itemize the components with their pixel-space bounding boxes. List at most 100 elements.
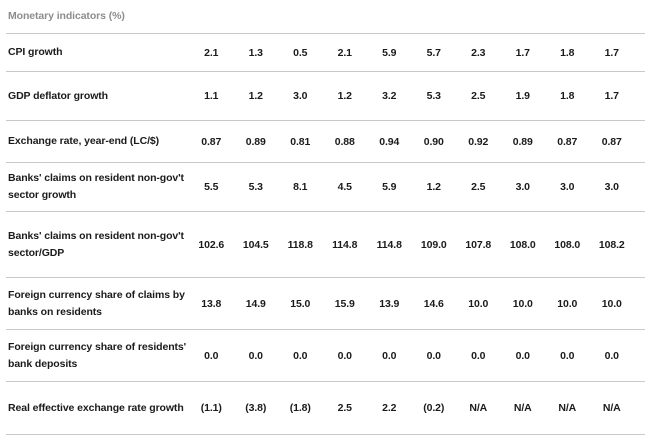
cell-value: 5.9 bbox=[382, 181, 397, 193]
row-values: 5.5 5.3 8.1 4.5 5.9 1.2 2.5 3.0 3.0 3.0 bbox=[189, 181, 634, 193]
table-row: Foreign currency share of residents' bank… bbox=[6, 330, 645, 382]
row-label-line: banks on residents bbox=[8, 305, 102, 318]
cell-value: 2.5 bbox=[337, 402, 352, 414]
cell-value: 0.0 bbox=[337, 349, 352, 362]
table-row: Banks' claims on resident non-gov't secto… bbox=[6, 163, 645, 212]
cell-value: 1.8 bbox=[560, 90, 575, 102]
cell-value: 15.9 bbox=[334, 297, 355, 310]
cell-value: 1.7 bbox=[604, 46, 619, 59]
cell-value: 1.2 bbox=[426, 181, 441, 193]
cell-value: 15.0 bbox=[290, 297, 311, 310]
row-values: (1.1) (3.8) (1.8) 2.5 2.2 (0.2) N/A N/A N/A N/A bbox=[189, 402, 634, 414]
cell-value: 108.0 bbox=[509, 238, 536, 251]
row-label: Banks' claims on resident non-gov't secto… bbox=[6, 228, 189, 262]
cell-value: N/A bbox=[602, 402, 621, 414]
cell-value: 114.8 bbox=[376, 238, 402, 251]
row-label-line: sector growth bbox=[8, 189, 77, 201]
cell-value: 118.8 bbox=[287, 238, 313, 251]
cell-value: 0.88 bbox=[334, 135, 355, 148]
cell-value: N/A bbox=[558, 402, 577, 414]
cell-value: 0.0 bbox=[471, 349, 486, 362]
cell-value: 1.7 bbox=[604, 90, 619, 102]
cell-value: 0.0 bbox=[382, 349, 397, 362]
cell-value: 5.9 bbox=[382, 46, 397, 59]
row-label: Foreign currency share of residents' bank… bbox=[6, 339, 189, 373]
cell-value: 0.92 bbox=[468, 135, 489, 148]
row-label-line: Real effective exchange rate growth bbox=[8, 401, 184, 414]
row-label-line: CPI growth bbox=[8, 46, 63, 58]
cell-value: 5.3 bbox=[248, 181, 263, 193]
row-label: Banks' claims on resident non-gov't secto… bbox=[6, 170, 189, 204]
row-label-line: GDP deflator growth bbox=[8, 89, 108, 102]
cell-value: 10.0 bbox=[512, 297, 533, 310]
cell-value: 8.1 bbox=[293, 181, 308, 193]
cell-value: 0.87 bbox=[557, 135, 578, 148]
cell-value: 0.87 bbox=[601, 135, 622, 148]
cell-value: 3.0 bbox=[293, 90, 308, 102]
row-label-line: Foreign currency share of claims by bbox=[8, 288, 185, 301]
row-label: CPI growth bbox=[6, 44, 189, 61]
cell-value: 0.81 bbox=[290, 135, 311, 148]
cell-value: 108.0 bbox=[554, 238, 581, 251]
cell-value: 102.6 bbox=[198, 238, 225, 251]
cell-value: 1.2 bbox=[248, 90, 263, 102]
row-values: 102.6 104.5 118.8 114.8 114.8 109.0 107.8 108.0… bbox=[189, 239, 634, 251]
cell-value: N/A bbox=[469, 402, 488, 414]
cell-value: 2.5 bbox=[471, 90, 486, 102]
table-header: Monetary indicators (%) bbox=[6, 0, 645, 34]
cell-value: 0.5 bbox=[293, 46, 308, 59]
row-values: 1.1 1.2 3.0 1.2 3.2 5.3 2.5 1.9 1.8 1.7 bbox=[189, 90, 634, 102]
cell-value: 10.0 bbox=[557, 297, 578, 310]
cell-value: 2.2 bbox=[382, 402, 397, 414]
monetary-indicators-table: Monetary indicators (%) CPI growth 2.1 1.… bbox=[6, 0, 645, 435]
row-values: 13.8 14.9 15.0 15.9 13.9 14.6 10.0 10.0 10.0 10.0 bbox=[189, 298, 634, 310]
cell-value: (1.1) bbox=[200, 402, 222, 414]
row-label: Real effective exchange rate growth bbox=[6, 400, 189, 417]
cell-value: (1.8) bbox=[289, 402, 311, 414]
cell-value: 1.9 bbox=[515, 90, 530, 102]
row-label: Exchange rate, year-end (LC/$) bbox=[6, 133, 189, 150]
cell-value: 109.0 bbox=[420, 238, 447, 251]
cell-value: 3.0 bbox=[560, 181, 575, 193]
row-label-line: sector/GDP bbox=[8, 246, 65, 259]
cell-value: 0.0 bbox=[604, 349, 619, 362]
cell-value: (3.8) bbox=[245, 402, 267, 414]
cell-value: 0.0 bbox=[426, 349, 441, 362]
cell-value: 5.3 bbox=[426, 90, 441, 102]
cell-value: 114.8 bbox=[332, 238, 358, 251]
cell-value: 13.8 bbox=[201, 297, 222, 310]
cell-value: 3.2 bbox=[382, 90, 397, 102]
cell-value: (0.2) bbox=[423, 402, 445, 414]
cell-value: 13.9 bbox=[379, 297, 400, 310]
cell-value: 0.94 bbox=[379, 135, 400, 148]
cell-value: 14.9 bbox=[245, 297, 266, 310]
cell-value: 2.5 bbox=[471, 181, 486, 193]
row-label-line: Exchange rate, year-end (LC/$) bbox=[8, 135, 160, 147]
cell-value: 1.7 bbox=[515, 46, 530, 59]
cell-value: 14.6 bbox=[423, 297, 444, 310]
cell-value: 3.0 bbox=[515, 181, 530, 193]
table-row: Foreign currency share of claims by banks… bbox=[6, 278, 645, 330]
row-values: 0.0 0.0 0.0 0.0 0.0 0.0 0.0 0.0 0.0 0.0 bbox=[189, 350, 634, 362]
table-row: CPI growth 2.1 1.3 0.5 2.1 5.9 5.7 2.3 1.7 1.8 1.… bbox=[6, 34, 645, 72]
cell-value: 0.89 bbox=[512, 135, 533, 148]
cell-value: 2.1 bbox=[204, 46, 219, 59]
cell-value: 1.8 bbox=[560, 46, 575, 59]
cell-value: 0.0 bbox=[204, 349, 219, 362]
table-row: Exchange rate, year-end (LC/$) 0.87 0.89 0… bbox=[6, 121, 645, 163]
cell-value: 104.5 bbox=[242, 238, 269, 251]
row-values: 2.1 1.3 0.5 2.1 5.9 5.7 2.3 1.7 1.8 1.7 bbox=[189, 47, 634, 59]
cell-value: 2.1 bbox=[337, 46, 352, 59]
cell-value: 1.1 bbox=[204, 90, 219, 102]
cell-value: 0.87 bbox=[201, 135, 222, 148]
cell-value: 0.0 bbox=[248, 349, 263, 362]
cell-value: 1.3 bbox=[248, 46, 263, 59]
row-label-line: bank deposits bbox=[8, 357, 78, 370]
cell-value: 107.8 bbox=[465, 238, 492, 251]
row-label: GDP deflator growth bbox=[6, 88, 189, 105]
cell-value: 0.0 bbox=[560, 349, 575, 362]
table-row: Real effective exchange rate growth (1.1… bbox=[6, 382, 645, 435]
cell-value: 3.0 bbox=[604, 181, 619, 193]
cell-value: 0.0 bbox=[515, 349, 530, 362]
row-label: Foreign currency share of claims by banks… bbox=[6, 287, 189, 321]
